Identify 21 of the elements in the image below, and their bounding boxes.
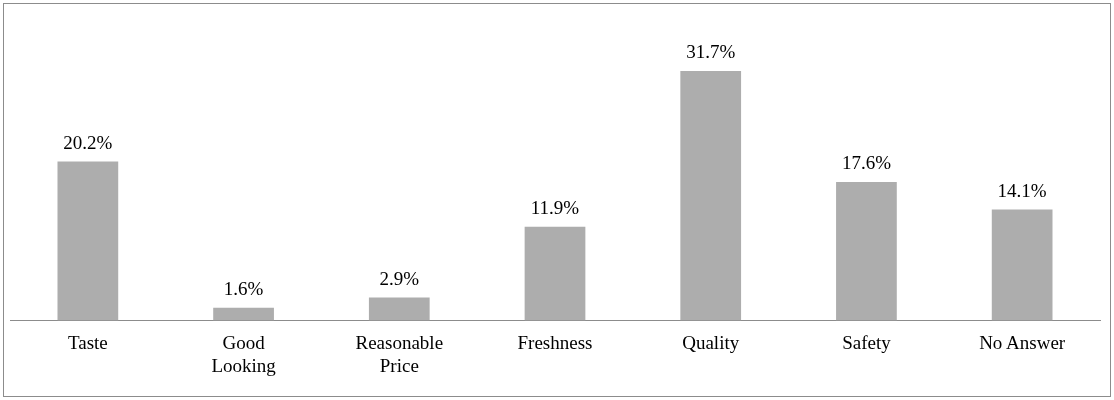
data-label: 31.7%: [686, 41, 736, 63]
data-label: 11.9%: [530, 197, 580, 219]
data-label: 2.9%: [379, 268, 420, 290]
x-tick-label: Freshness: [517, 331, 593, 353]
x-tick-label: Reasonable Price: [355, 331, 444, 376]
x-tick-label: Good Looking: [211, 331, 277, 376]
bar: [680, 70, 742, 321]
x-tick-label: Taste: [67, 331, 108, 353]
data-label: 20.2%: [63, 131, 113, 153]
bar: [991, 209, 1053, 321]
bar: [213, 307, 274, 321]
x-tick-label: Safety: [842, 331, 892, 353]
data-label: 17.6%: [841, 152, 892, 174]
data-label: 14.1%: [997, 179, 1047, 201]
x-tick-label: Quality: [682, 331, 740, 353]
bar: [57, 161, 119, 321]
x-tick-label: No Answer: [979, 331, 1066, 353]
bar: [524, 226, 586, 321]
data-label: 1.6%: [223, 278, 264, 300]
bar: [368, 297, 430, 321]
bar: [836, 181, 897, 321]
